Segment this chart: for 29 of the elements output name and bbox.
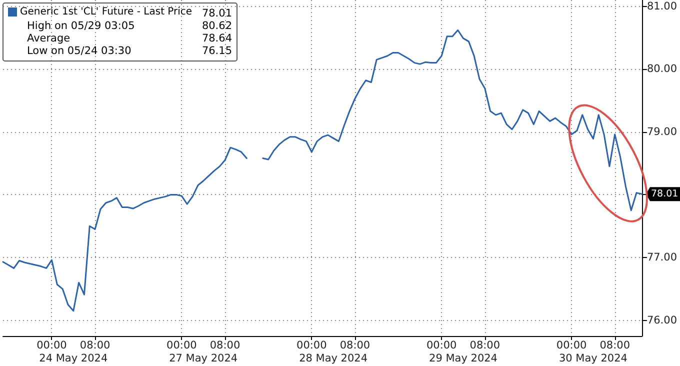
x-tick-label: 08:00 xyxy=(80,340,110,352)
x-tick-label: 08:00 xyxy=(600,340,630,352)
legend-label: Generic 1st 'CL' Future - Last Price xyxy=(20,6,192,18)
annotation: 78.64 xyxy=(202,32,232,44)
text: 29 May 2024 xyxy=(429,352,498,364)
y-tick-label: 76.00 xyxy=(646,314,678,326)
annotation: Low on 05/24 03:30 xyxy=(27,45,132,57)
annotation: 80.62 xyxy=(202,20,232,32)
annotation: 76.15 xyxy=(202,45,232,57)
text: 78.01 xyxy=(651,188,678,200)
annotation: High on 05/29 03:05 xyxy=(27,20,135,32)
annotation: Average xyxy=(27,32,70,44)
x-tick-label: 00:00 xyxy=(556,340,587,352)
x-tick-label: 00:00 xyxy=(36,340,67,352)
x-tick-label: 08:00 xyxy=(210,340,240,352)
y-tick-label: 77.00 xyxy=(646,251,678,264)
text: 28 May 2024 xyxy=(299,352,368,364)
text: 27 May 2024 xyxy=(169,352,238,364)
x-tick-label: 00:00 xyxy=(296,340,327,352)
x-tick-label: 00:00 xyxy=(426,340,457,352)
y-tick-label: 81.00 xyxy=(646,0,678,12)
text: 30 May 2024 xyxy=(558,352,628,364)
annotation: 78.01 xyxy=(202,8,232,20)
x-tick-label: 08:00 xyxy=(470,340,500,352)
text: 24 May 2024 xyxy=(39,352,108,364)
x-tick-label: 00:00 xyxy=(166,340,197,352)
y-tick-label: 79.00 xyxy=(646,126,678,138)
y-tick-label: 80.00 xyxy=(646,63,678,76)
x-tick-label: 08:00 xyxy=(340,340,370,352)
